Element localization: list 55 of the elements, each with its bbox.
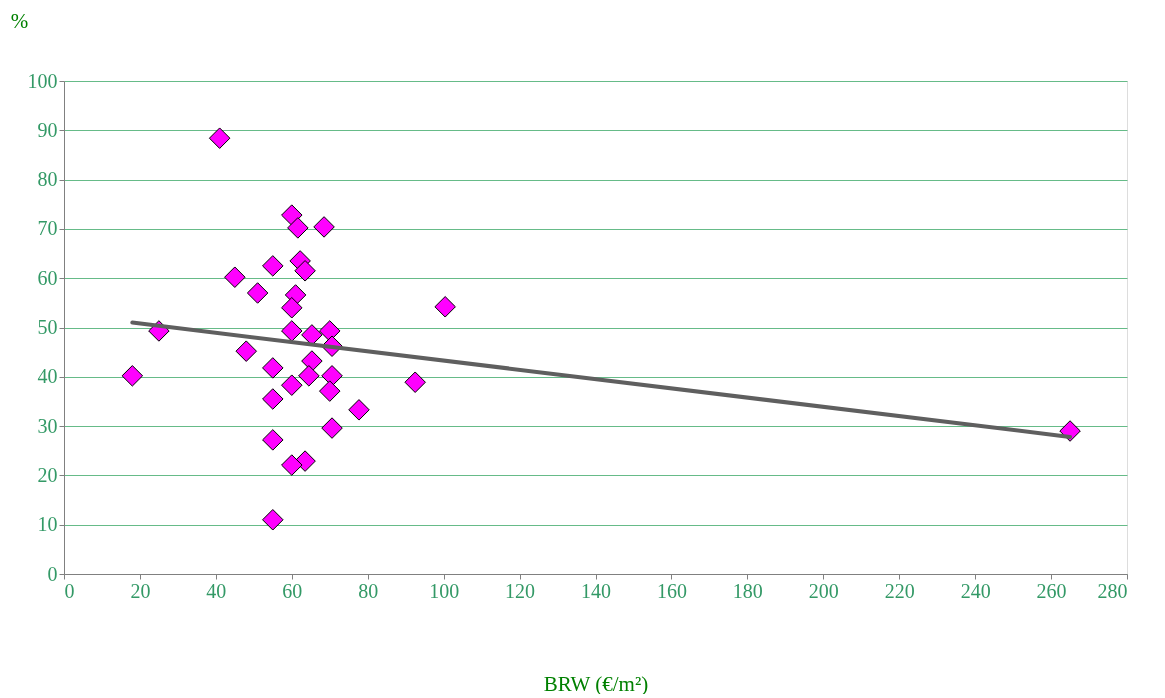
point [281,374,303,396]
x-tick-label: 240 [960,579,991,602]
x-tick-label: 100 [429,579,460,602]
point [294,260,316,282]
x-tick-label: 60 [282,579,303,602]
point [235,340,257,362]
x-tick-label: 0 [64,579,75,602]
x-tick-label: 280 [1097,579,1128,602]
point [281,297,303,319]
point [262,255,284,277]
point [434,296,456,318]
y-tick-label: 60 [37,266,58,289]
point [262,429,284,451]
x-tick-label: 20 [130,579,151,602]
x-tick-label: 180 [732,579,763,602]
point [348,399,370,421]
point [281,204,303,226]
point [321,365,343,387]
point [246,282,269,304]
point [281,454,303,476]
point [301,350,323,372]
point [319,320,341,342]
y-tick-label: 70 [37,217,58,240]
x-tick-label: 40 [206,579,227,602]
point [224,266,246,288]
point [404,371,426,393]
y-tick-label: 100 [27,69,58,92]
point [321,417,343,439]
x-tick-label: 200 [808,579,839,602]
y-tick-label: 10 [37,513,58,536]
point [319,380,341,402]
x-tick-label: 160 [656,579,687,602]
y-tick-label: 20 [37,463,58,486]
point [262,509,284,531]
point [298,365,320,387]
point [262,388,284,410]
y-tick-label: 90 [37,118,58,141]
point [287,217,309,239]
x-tick-label: 220 [884,579,915,602]
point [262,357,284,379]
y-tick-label: 50 [37,316,58,338]
x-tick-label: 140 [581,579,611,602]
point [313,216,335,238]
y-tick-label: 30 [37,414,58,437]
y-tick-label: 80 [37,168,58,191]
point [208,127,231,149]
point [121,365,144,387]
point [281,320,303,342]
x-tick-label: 80 [358,579,379,602]
y-tick-label: 40 [37,365,58,388]
y-axis-title: % [10,8,29,33]
point [301,324,323,346]
x-tick-label: 260 [1036,579,1067,602]
x-tick-label: 120 [505,579,536,602]
y-tick-label: 0 [47,562,58,585]
